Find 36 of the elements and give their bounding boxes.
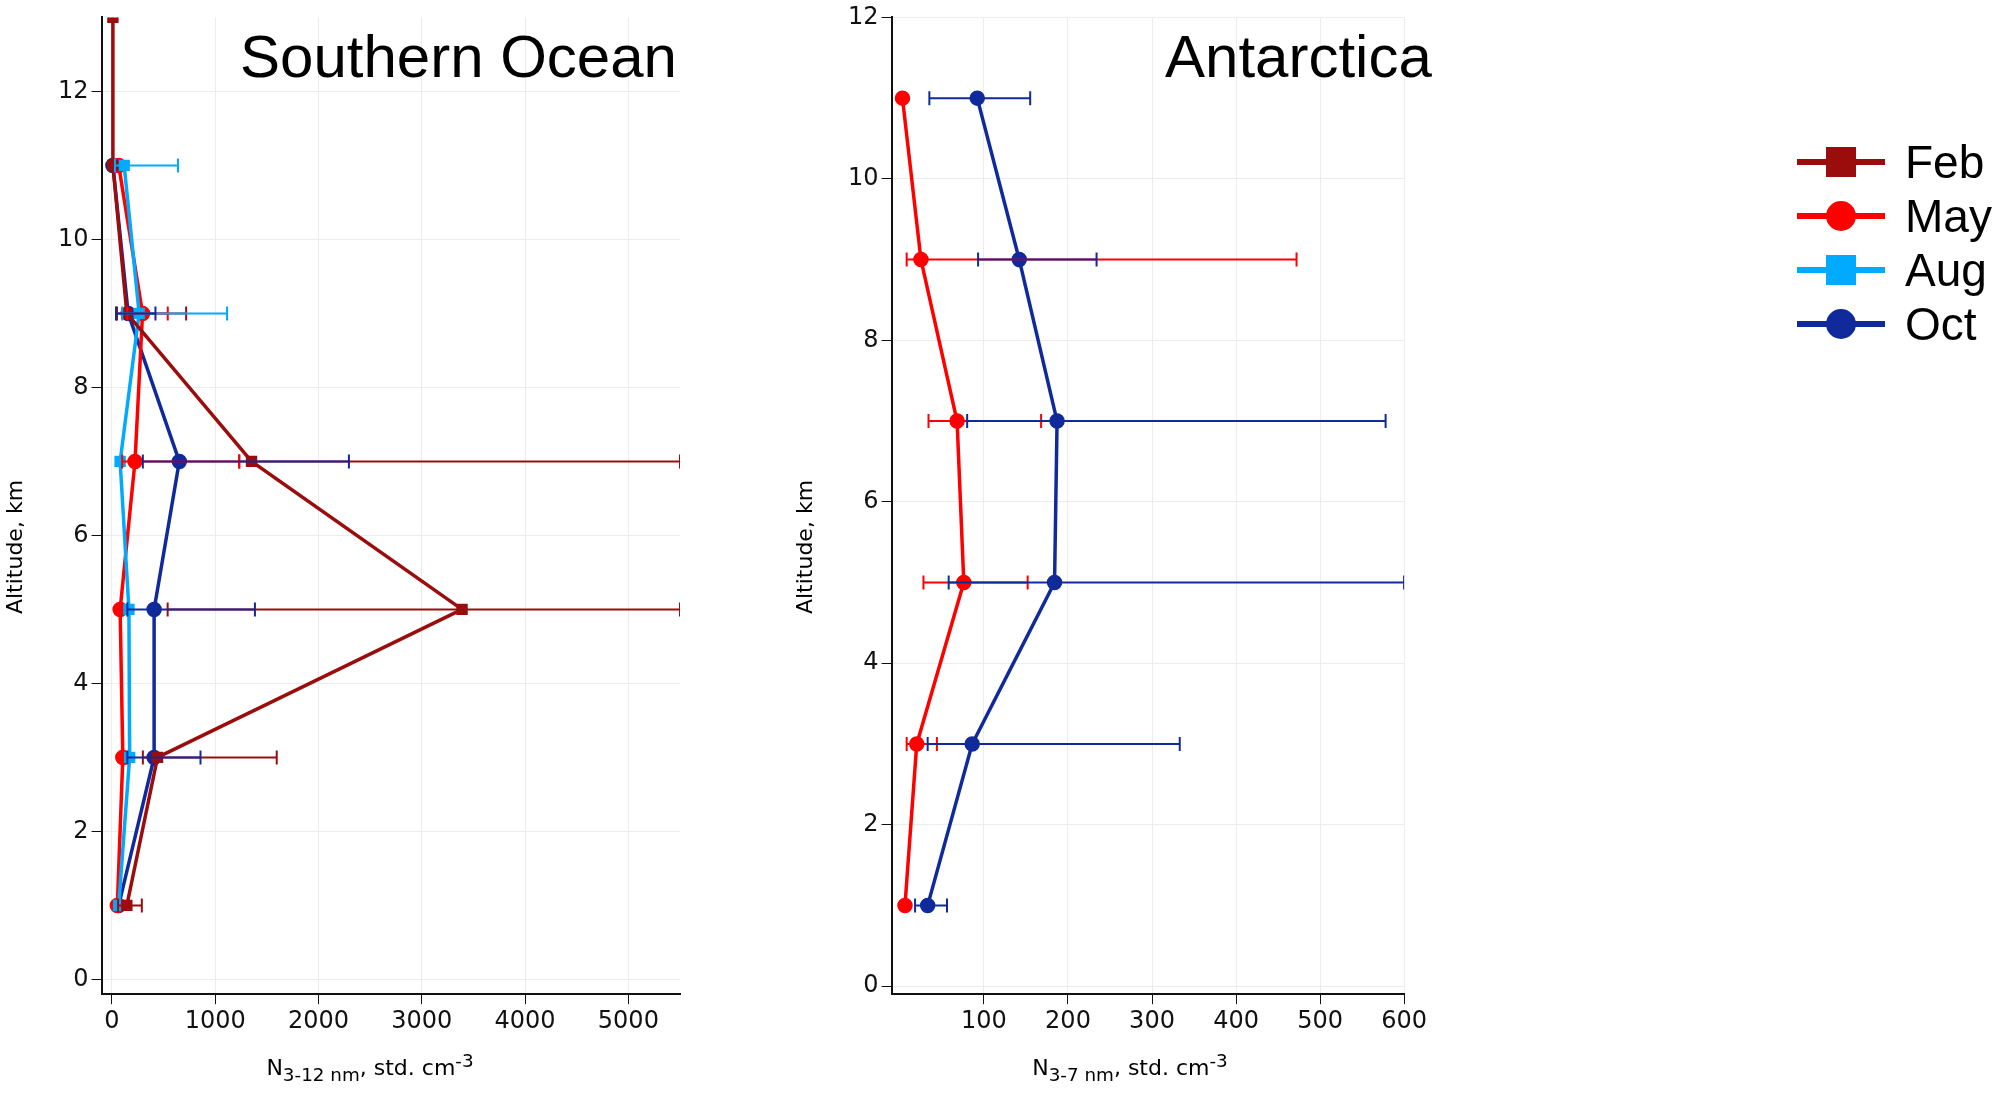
y-tick-label: 4	[73, 667, 89, 696]
y-tick-label: 2	[863, 808, 879, 837]
y-tick-label: 12	[847, 1, 879, 30]
y-axis-title: Altitude, km	[2, 479, 27, 615]
y-tick-label: 10	[847, 163, 879, 192]
y-tick-label: 4	[863, 647, 879, 676]
x-tick-label: 500	[1297, 1005, 1343, 1034]
y-tick-label: 6	[73, 519, 89, 548]
y-tick-label: 0	[73, 963, 89, 992]
y-tick-label: 0	[863, 970, 879, 999]
x-tick-label: 100	[961, 1005, 1007, 1034]
legend-label: Oct	[1905, 297, 1977, 351]
legend-label: May	[1905, 189, 1992, 243]
y-tick-label: 12	[57, 75, 89, 104]
legend-label: Feb	[1905, 135, 1985, 189]
x-axis-title: N$_{3-7 nm}$, std. cm$^{-3}$	[1031, 1050, 1229, 1085]
x-axis-title: N$_{3-12 nm}$, std. cm$^{-3}$	[265, 1050, 475, 1085]
y-tick-label: 8	[863, 324, 879, 353]
x-tick-label: 4000	[494, 1005, 556, 1034]
x-tick-label: 300	[1129, 1005, 1175, 1034]
y-tick-label: 8	[73, 371, 89, 400]
chart-title: Southern Ocean	[240, 22, 677, 91]
y-tick-label: 10	[57, 223, 89, 252]
x-tick-label: 600	[1381, 1005, 1427, 1034]
x-tick-label: 0	[104, 1005, 120, 1034]
legend-label: Aug	[1905, 243, 1987, 297]
x-tick-label: 5000	[597, 1005, 659, 1034]
x-tick-label: 3000	[391, 1005, 453, 1034]
x-tick-label: 200	[1045, 1005, 1091, 1034]
chart-title: Antarctica	[1165, 22, 1432, 91]
x-tick-label: 1000	[184, 1005, 246, 1034]
y-axis-title: Altitude, km	[792, 479, 817, 615]
x-tick-label: 2000	[287, 1005, 349, 1034]
y-tick-label: 2	[73, 815, 89, 844]
x-tick-label: 400	[1213, 1005, 1259, 1034]
y-tick-label: 6	[863, 486, 879, 514]
